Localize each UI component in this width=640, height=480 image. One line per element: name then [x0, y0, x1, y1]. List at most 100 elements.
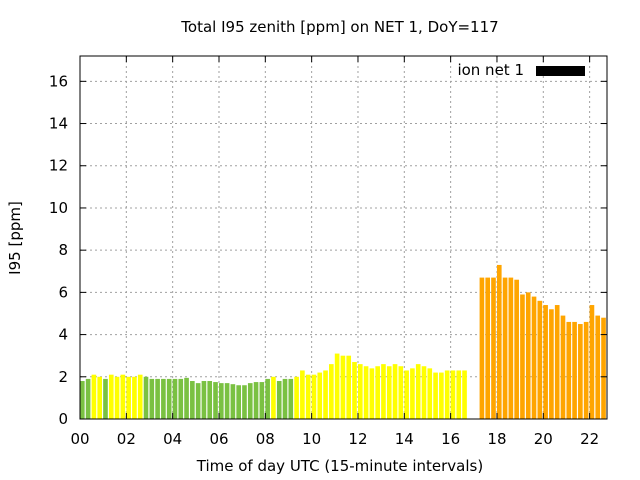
bar: [450, 370, 456, 419]
bar: [143, 376, 149, 419]
bar: [271, 376, 276, 419]
x-tick-label: 20: [534, 430, 553, 448]
bar: [317, 372, 323, 419]
chart-title: Total I95 zenith [ppm] on NET 1, DoY=117: [180, 18, 498, 36]
bar: [323, 370, 328, 419]
bar: [421, 366, 427, 419]
plot-frame: [79, 55, 608, 420]
grid-lines: [80, 56, 607, 419]
x-tick-label: 12: [348, 430, 367, 448]
bar: [601, 317, 606, 419]
bar: [439, 372, 444, 419]
legend: ion net 1: [457, 61, 585, 79]
bar: [496, 264, 502, 419]
y-tick-label: 14: [49, 115, 68, 133]
bar: [85, 378, 91, 419]
bar: [126, 376, 131, 419]
y-tick-label: 16: [49, 72, 68, 90]
x-tick-label: 10: [302, 430, 321, 448]
bar: [247, 383, 253, 419]
bar: [357, 364, 363, 419]
bar: [230, 384, 236, 419]
bar: [218, 383, 224, 419]
bar: [207, 381, 213, 419]
bar: [433, 372, 438, 419]
bar: [91, 374, 97, 419]
bar: [172, 378, 178, 419]
bar: [572, 321, 577, 419]
bar: [369, 368, 375, 419]
bar: [398, 366, 404, 419]
x-axis-label: Time of day UTC (15-minute intervals): [196, 457, 483, 475]
legend-label: ion net 1: [457, 61, 524, 79]
x-tick-label: 16: [441, 430, 460, 448]
bar: [619, 312, 624, 419]
bar: [554, 305, 560, 419]
bar: [329, 364, 334, 419]
bar: [282, 378, 288, 419]
bar: [525, 292, 531, 419]
x-tick-label: 04: [163, 430, 182, 448]
bar: [549, 309, 554, 419]
bar: [381, 364, 386, 419]
x-tick-label: 02: [117, 430, 136, 448]
bar: [456, 370, 462, 419]
bar: [108, 374, 114, 419]
bar: [201, 381, 207, 419]
bar: [213, 382, 218, 419]
bar: [543, 305, 548, 419]
bar: [300, 370, 305, 419]
bar: [80, 381, 85, 419]
bar: [560, 315, 566, 419]
bar: [520, 294, 525, 419]
bar: [514, 279, 519, 419]
bars: [80, 264, 624, 419]
bar: [607, 316, 612, 419]
bar: [508, 277, 514, 419]
bar: [404, 370, 409, 419]
bar: [137, 374, 143, 419]
bar: [531, 296, 537, 419]
bar: [595, 315, 601, 419]
bar: [444, 370, 450, 419]
bar: [334, 353, 340, 419]
y-tick-label: 2: [58, 368, 68, 386]
bar: [415, 364, 421, 419]
y-tick-label: 12: [49, 157, 68, 175]
bar: [236, 385, 241, 419]
bar: [178, 378, 184, 419]
bar: [149, 378, 155, 419]
bar: [132, 376, 137, 419]
bar: [305, 374, 311, 419]
x-tick-label: 06: [209, 430, 228, 448]
x-tick-label: 00: [70, 430, 89, 448]
bar: [276, 381, 282, 419]
bar: [340, 355, 346, 419]
bar: [578, 324, 583, 419]
bar: [155, 378, 160, 419]
bar: [224, 383, 230, 419]
bar: [537, 300, 543, 419]
y-tick-label: 8: [58, 241, 68, 259]
bar: [103, 378, 108, 419]
bar: [462, 370, 467, 419]
bar: [120, 374, 126, 419]
x-tick-label: 14: [395, 430, 414, 448]
legend-swatch: [536, 66, 585, 76]
bar: [485, 277, 491, 419]
bar: [288, 378, 294, 419]
bar: [363, 366, 369, 419]
bar: [392, 364, 398, 419]
bar: [195, 383, 201, 419]
bar: [242, 385, 247, 419]
bar: [166, 378, 172, 419]
x-tick-label: 22: [580, 430, 599, 448]
bar: [294, 376, 299, 419]
bar: [491, 277, 496, 419]
y-axis-label: I95 [ppm]: [6, 201, 24, 275]
y-tick-label: 6: [58, 283, 68, 301]
x-tick-label: 18: [487, 430, 506, 448]
bar: [253, 382, 259, 419]
bar: [161, 378, 166, 419]
x-axis-ticks: 00 02 04 06 08 10 12 14 16 18 20 22: [70, 56, 599, 448]
